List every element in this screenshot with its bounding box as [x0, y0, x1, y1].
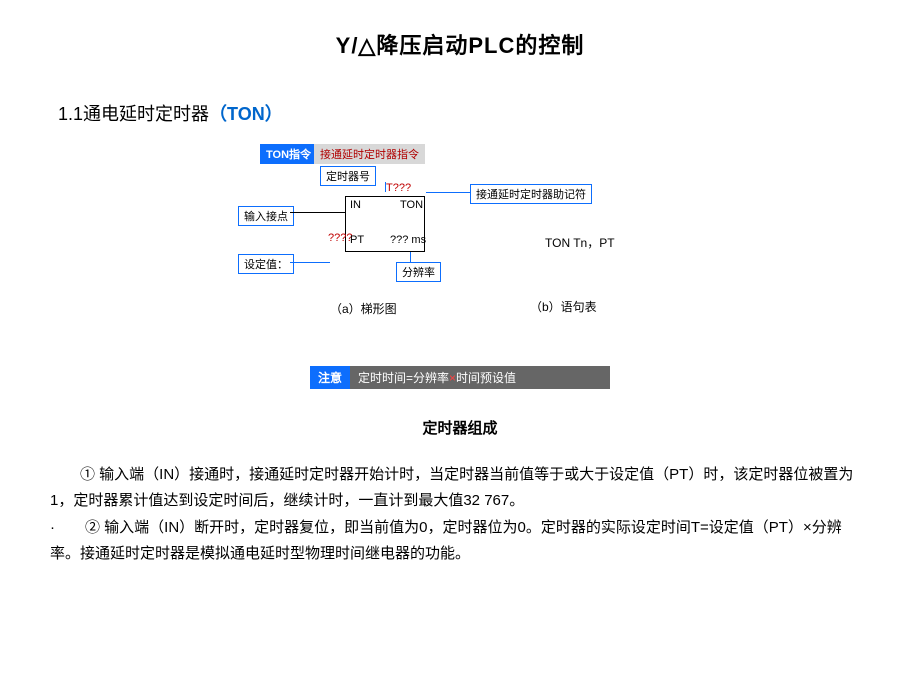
paragraph-2: · ② 输入端（IN）断开时，定时器复位，即当前值为0，定时器位为0。定时器的实…: [50, 515, 870, 566]
paragraph-1: ① 输入端（IN）接通时，接通延时定时器开始计时，当定时器当前值等于或大于设定值…: [50, 462, 870, 513]
pt-q: ????: [328, 232, 352, 244]
note-bar: 注意 定时时间=分辨率×时间预设值: [310, 366, 610, 389]
note-pre: 定时时间=分辨率: [358, 371, 449, 385]
pt-label: PT: [350, 234, 364, 246]
line: [410, 252, 411, 262]
ton-badge-red: 接通延时定时器指令: [314, 144, 425, 164]
callout-preset: 设定值：: [238, 254, 294, 274]
section-name: 通电延时定时器: [83, 104, 209, 124]
wire: [290, 212, 345, 213]
section-ton: （TON）: [209, 104, 283, 124]
note-badge: 注意: [310, 366, 350, 389]
timer-diagram: TON指令 接通延时定时器指令 定时器号 接通延时定时器助记符 输入接点 设定值…: [210, 144, 710, 354]
ton-label: TON: [400, 199, 423, 211]
note-text: 定时时间=分辨率×时间预设值: [350, 366, 524, 389]
in-label: IN: [350, 199, 361, 211]
t-label: T???: [386, 182, 411, 194]
callout-input: 输入接点: [238, 206, 294, 226]
caption-a: （a）梯形图: [330, 300, 397, 317]
line: [426, 192, 470, 193]
callout-resolution: 分辨率: [396, 262, 441, 282]
note-post: 时间预设值: [456, 371, 516, 385]
note-x: ×: [449, 371, 456, 385]
callout-timer-no: 定时器号: [320, 166, 376, 186]
section-number: 1.1: [58, 104, 83, 124]
ms-label: ??? ms: [390, 234, 426, 246]
figure-caption: 定时器组成: [0, 417, 920, 438]
statement-list: TON Tn，PT: [545, 234, 615, 251]
line: [290, 262, 330, 263]
ton-badge: TON指令: [260, 144, 317, 164]
section-heading: 1.1通电延时定时器（TON）: [58, 100, 920, 126]
bullet: ·: [50, 519, 55, 536]
page-title: Y/△降压启动PLC的控制: [0, 0, 920, 60]
callout-mnemonic: 接通延时定时器助记符: [470, 184, 592, 204]
paragraph-2-text: ② 输入端（IN）断开时，定时器复位，即当前值为0，定时器位为0。定时器的实际设…: [50, 519, 842, 562]
body-text: ① 输入端（IN）接通时，接通延时定时器开始计时，当定时器当前值等于或大于设定值…: [50, 462, 870, 566]
caption-b: （b）语句表: [530, 298, 597, 315]
